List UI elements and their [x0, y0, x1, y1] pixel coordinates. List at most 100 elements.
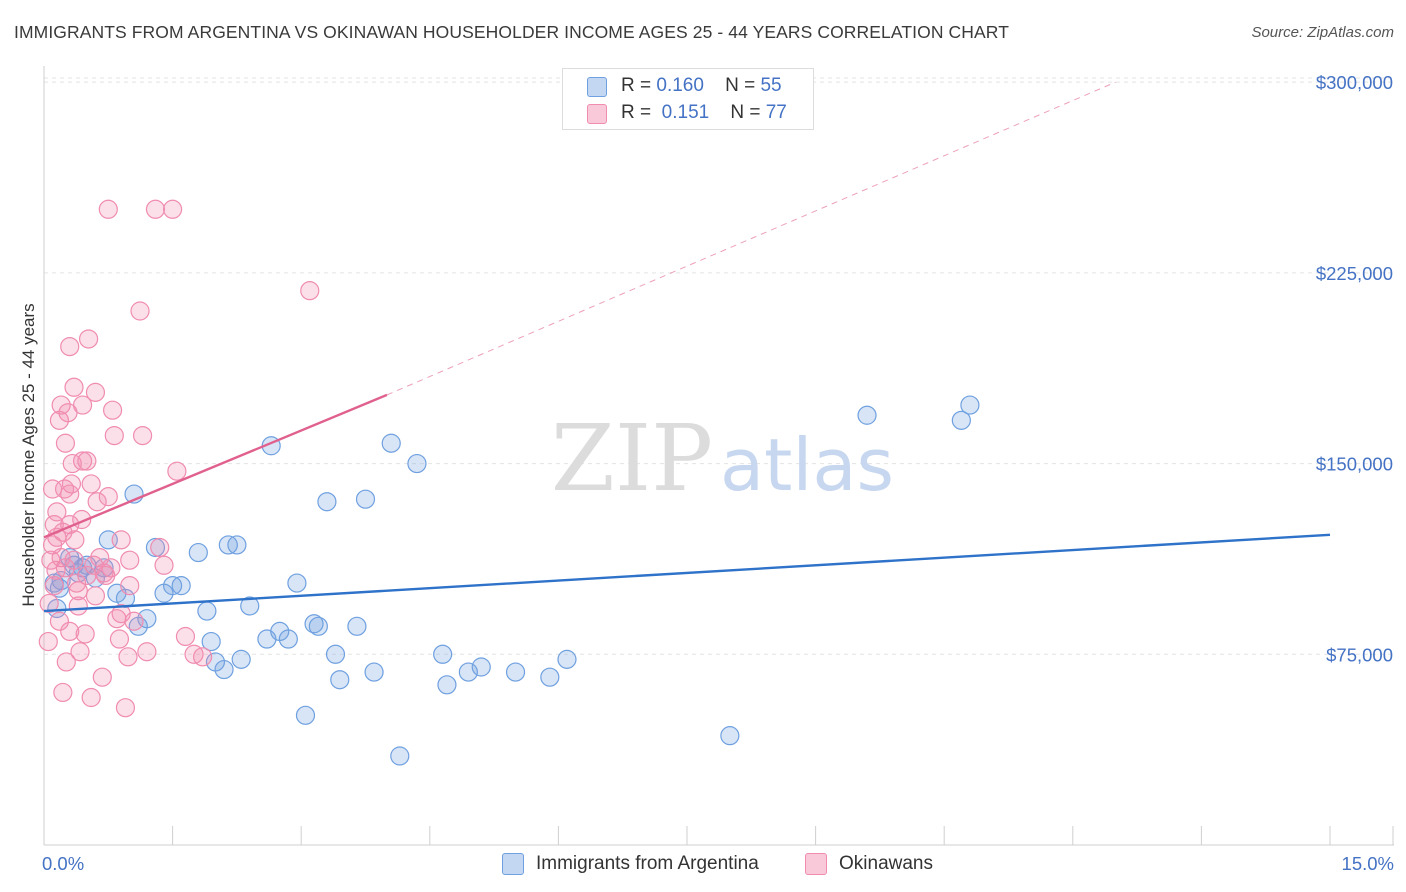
data-point	[75, 624, 95, 644]
data-point	[197, 601, 217, 621]
gridlines	[44, 77, 1394, 655]
data-point	[458, 662, 478, 682]
series-legend: Immigrants from Argentina Okinawans	[0, 852, 1406, 878]
data-point	[214, 659, 234, 680]
data-point	[101, 558, 121, 578]
trend-extension-okinawans	[386, 81, 1116, 396]
data-point	[92, 667, 112, 687]
legend-n-value: 55	[760, 75, 782, 96]
legend-r-label: R =	[621, 75, 652, 96]
y-tick-label: $150,000	[1316, 454, 1393, 475]
data-point	[355, 489, 376, 509]
tick-labels: $75,000 $150,000 $225,000 $300,000 0.0% 15.0%	[42, 72, 1394, 874]
data-point	[300, 281, 320, 301]
data-point	[124, 611, 144, 631]
data-point	[65, 530, 85, 550]
legend-swatch-okinawans	[587, 104, 607, 124]
data-point	[115, 698, 136, 718]
data-point	[55, 433, 76, 453]
data-point	[381, 433, 401, 453]
data-point	[72, 451, 93, 471]
data-point	[49, 611, 70, 631]
legend-swatch-argentina	[587, 77, 607, 97]
data-point	[857, 405, 877, 425]
data-point	[951, 410, 971, 430]
watermark-zip: ZIP	[551, 405, 713, 512]
data-point	[557, 649, 577, 669]
chart-title: IMMIGRANTS FROM ARGENTINA VS OKINAWAN HO…	[14, 22, 1009, 42]
data-point	[53, 682, 73, 703]
data-point	[193, 647, 213, 667]
data-point	[44, 576, 64, 596]
legend-n-value: 77	[765, 102, 787, 123]
data-point	[120, 550, 140, 570]
data-point	[295, 705, 316, 725]
x-tick-label: 15.0%	[1342, 853, 1394, 874]
stats-legend: R = 0.160 N = 55 R = 0.151 N = 77	[562, 68, 814, 130]
data-point	[60, 484, 80, 504]
trend-line-argentina	[43, 533, 1331, 613]
data-point	[347, 616, 367, 636]
data-point	[60, 621, 80, 642]
data-point	[39, 593, 59, 614]
data-point	[56, 652, 76, 672]
data-point	[132, 426, 153, 446]
data-point	[227, 535, 247, 555]
data-point	[51, 395, 71, 415]
data-point	[167, 461, 187, 481]
data-point	[325, 644, 346, 664]
data-point	[38, 631, 58, 652]
axes	[43, 66, 1394, 846]
data-point	[154, 555, 174, 575]
data-point	[104, 426, 124, 446]
data-point	[120, 576, 140, 596]
data-point	[102, 400, 123, 420]
data-point	[111, 530, 131, 550]
data-point	[188, 542, 208, 563]
data-point	[85, 382, 106, 402]
legend-r-value: 0.160	[656, 75, 704, 96]
data-point	[87, 492, 107, 512]
legend-r-label: R =	[621, 102, 652, 123]
trend-line-okinawans	[43, 393, 388, 539]
series-label-argentina: Immigrants from Argentina	[536, 853, 759, 874]
data-point	[64, 377, 84, 397]
chart-source: Source: ZipAtlas.com	[1251, 24, 1394, 41]
y-tick-label: $225,000	[1316, 263, 1393, 284]
watermark-atlas: atlas	[720, 423, 894, 507]
legend-n-label: N =	[725, 75, 756, 96]
data-point	[540, 667, 560, 687]
data-point	[330, 670, 350, 690]
data-point	[47, 502, 67, 522]
data-point	[171, 576, 191, 596]
data-point	[68, 581, 88, 601]
data-point	[81, 687, 101, 708]
data-point	[72, 395, 93, 415]
trend-lines	[43, 81, 1331, 613]
series-swatch-argentina	[502, 853, 524, 875]
data-point	[70, 642, 90, 662]
y-tick-label: $75,000	[1326, 644, 1393, 665]
data-point	[231, 649, 251, 669]
data-point	[163, 199, 183, 219]
data-point	[175, 626, 196, 647]
data-point	[98, 199, 118, 219]
y-tick-label: $300,000	[1316, 72, 1393, 93]
data-point	[437, 675, 457, 695]
legend-n-label: N =	[730, 102, 761, 123]
data-point	[145, 537, 166, 558]
data-point	[118, 647, 138, 667]
data-point	[64, 550, 84, 570]
data-point	[471, 657, 491, 677]
x-tick-label: 0.0%	[42, 853, 84, 874]
data-point	[60, 337, 80, 357]
data-point	[109, 629, 130, 649]
data-point	[78, 329, 99, 349]
data-point	[66, 573, 87, 593]
data-point	[364, 662, 384, 682]
data-point	[505, 662, 526, 682]
data-point	[308, 616, 328, 636]
y-axis-label: Householder Income Ages 25 - 44 years	[19, 303, 38, 606]
data-point	[433, 644, 453, 664]
